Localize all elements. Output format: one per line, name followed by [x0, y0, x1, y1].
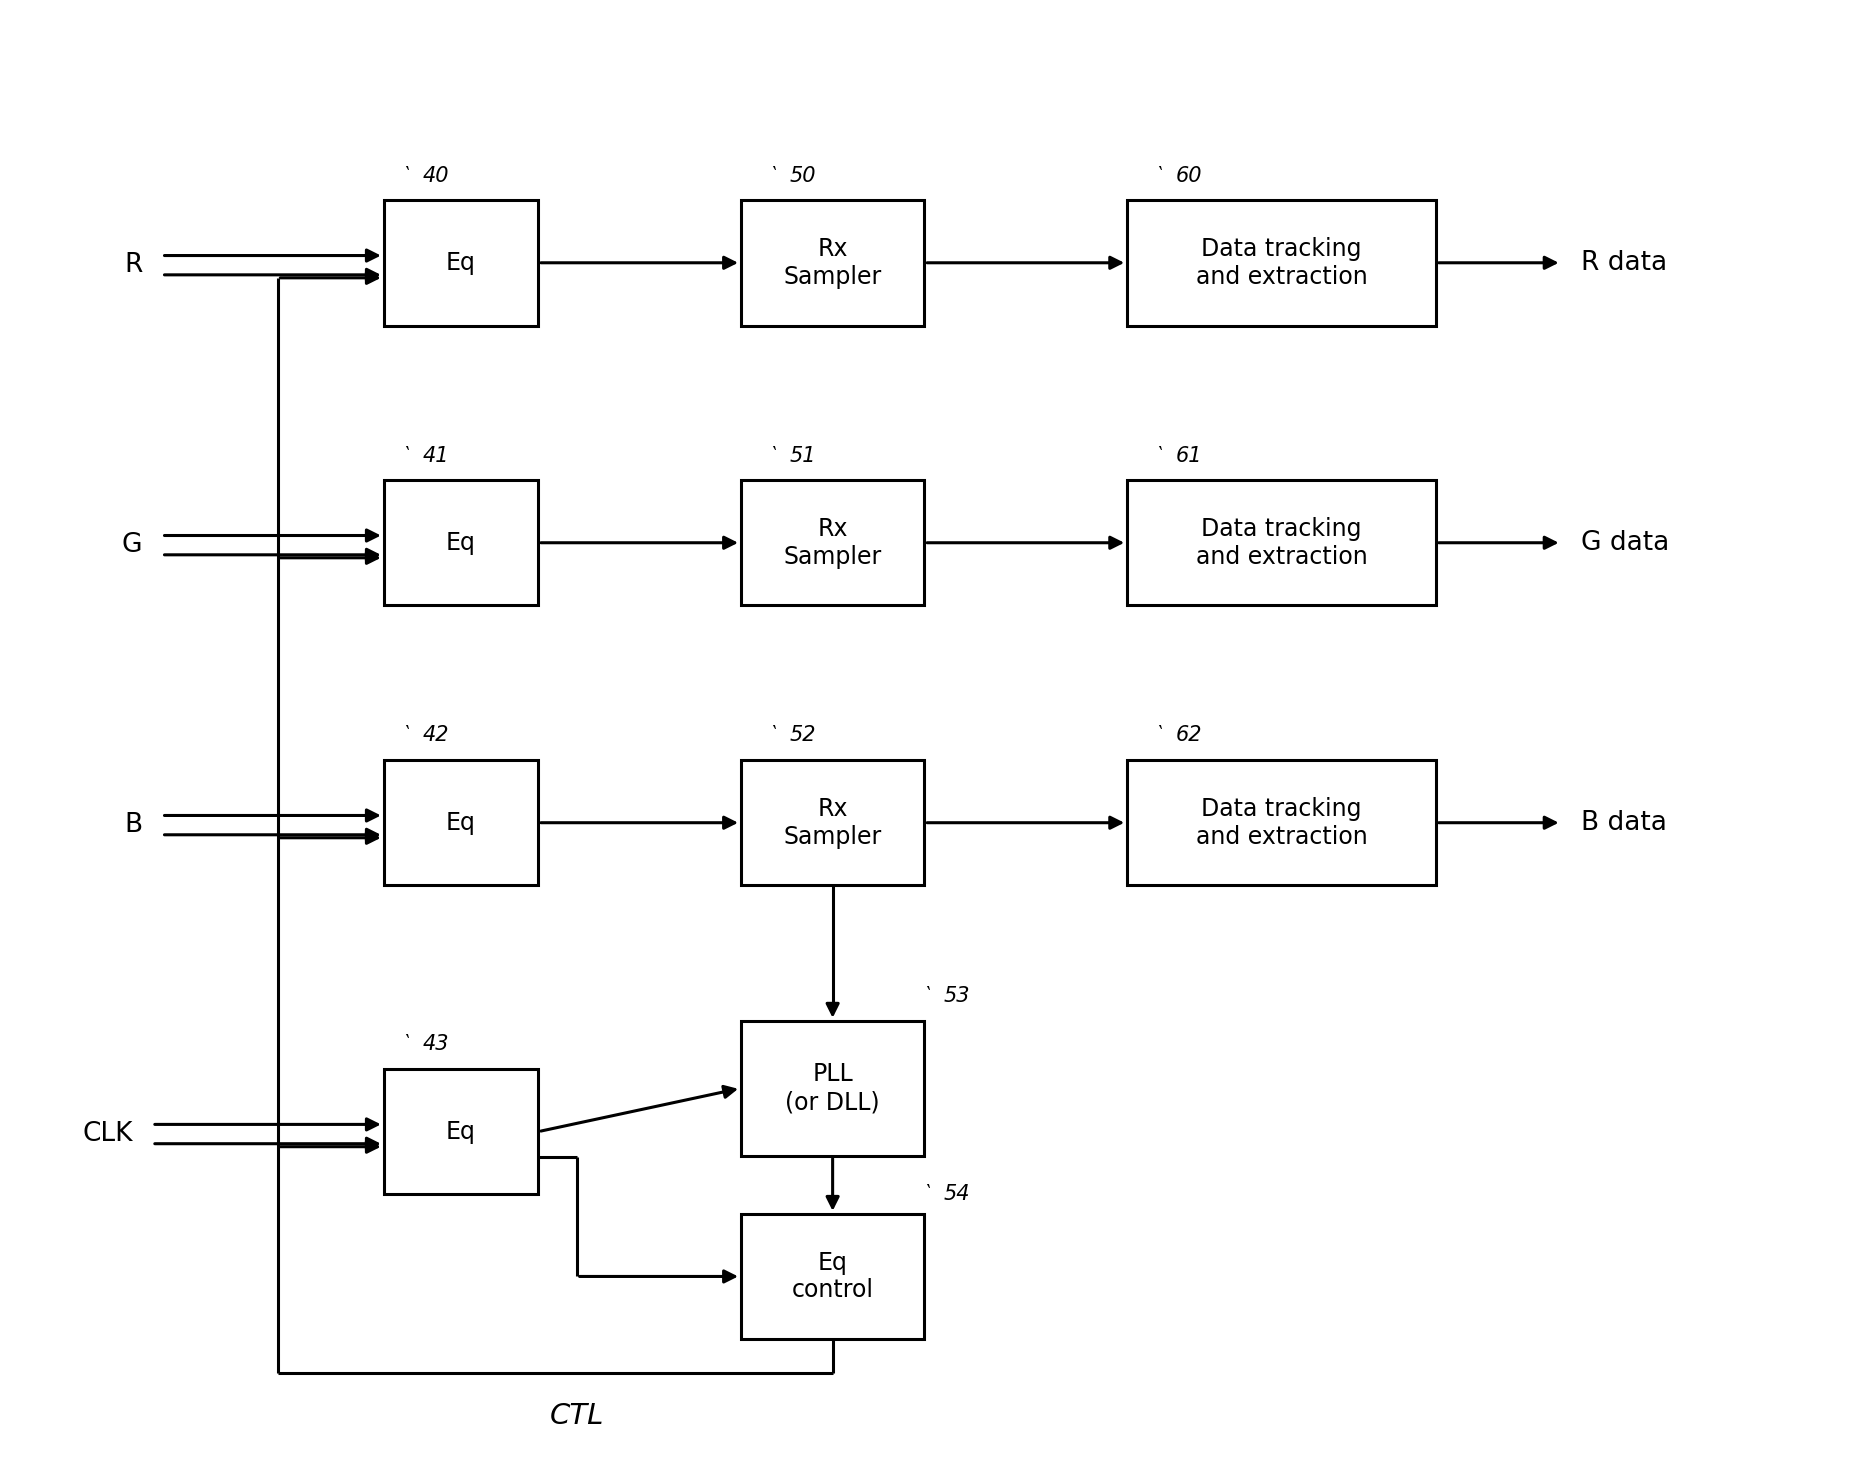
Text: ‵: ‵ — [770, 725, 775, 746]
Bar — [383, 1069, 538, 1194]
Bar — [742, 200, 925, 326]
Bar — [1126, 200, 1436, 326]
Bar — [383, 200, 538, 326]
Text: Data tracking
and extraction: Data tracking and extraction — [1196, 237, 1367, 288]
Text: ‵: ‵ — [1156, 446, 1160, 465]
Text: 62: 62 — [1175, 725, 1201, 746]
Text: 54: 54 — [943, 1184, 969, 1205]
Text: 42: 42 — [422, 725, 448, 746]
Text: 41: 41 — [422, 446, 448, 465]
Text: ‵: ‵ — [403, 165, 407, 186]
Text: Eq: Eq — [446, 1120, 476, 1143]
Text: ‵: ‵ — [925, 1184, 928, 1205]
Text: ‵: ‵ — [770, 165, 775, 186]
Text: 50: 50 — [788, 165, 816, 186]
Text: 52: 52 — [788, 725, 816, 746]
Text: Rx
Sampler: Rx Sampler — [783, 797, 882, 848]
Bar — [1126, 480, 1436, 605]
Text: ‵: ‵ — [1156, 725, 1160, 746]
Text: CTL: CTL — [549, 1402, 603, 1430]
Bar — [383, 480, 538, 605]
Text: G data: G data — [1580, 529, 1670, 556]
Text: Data tracking
and extraction: Data tracking and extraction — [1196, 797, 1367, 848]
Text: ‵: ‵ — [1156, 165, 1160, 186]
Text: PLL
(or DLL): PLL (or DLL) — [785, 1063, 880, 1114]
Bar — [742, 1020, 925, 1156]
Text: ‵: ‵ — [770, 446, 775, 465]
Text: CLK: CLK — [82, 1121, 133, 1148]
Bar — [742, 480, 925, 605]
Text: Eq: Eq — [446, 251, 476, 275]
Text: Eq: Eq — [446, 531, 476, 554]
Text: 43: 43 — [422, 1035, 448, 1054]
Text: ‵: ‵ — [925, 987, 928, 1006]
Text: Rx
Sampler: Rx Sampler — [783, 237, 882, 288]
Text: Data tracking
and extraction: Data tracking and extraction — [1196, 518, 1367, 569]
Text: 51: 51 — [788, 446, 816, 465]
Text: Eq
control: Eq control — [792, 1250, 874, 1303]
Text: ‵: ‵ — [403, 725, 407, 746]
Text: 61: 61 — [1175, 446, 1201, 465]
Text: 53: 53 — [943, 987, 969, 1006]
Text: B: B — [125, 811, 142, 838]
Text: G: G — [121, 532, 142, 558]
Bar — [742, 1213, 925, 1339]
Text: 40: 40 — [422, 165, 448, 186]
Text: Eq: Eq — [446, 811, 476, 835]
Text: Rx
Sampler: Rx Sampler — [783, 518, 882, 569]
Text: ‵: ‵ — [403, 1035, 407, 1054]
Text: 60: 60 — [1175, 165, 1201, 186]
Text: ‵: ‵ — [403, 446, 407, 465]
Bar — [383, 760, 538, 886]
Text: B data: B data — [1580, 810, 1666, 836]
Text: R data: R data — [1580, 250, 1666, 276]
Bar — [1126, 760, 1436, 886]
Text: R: R — [123, 251, 142, 278]
Bar — [742, 760, 925, 886]
